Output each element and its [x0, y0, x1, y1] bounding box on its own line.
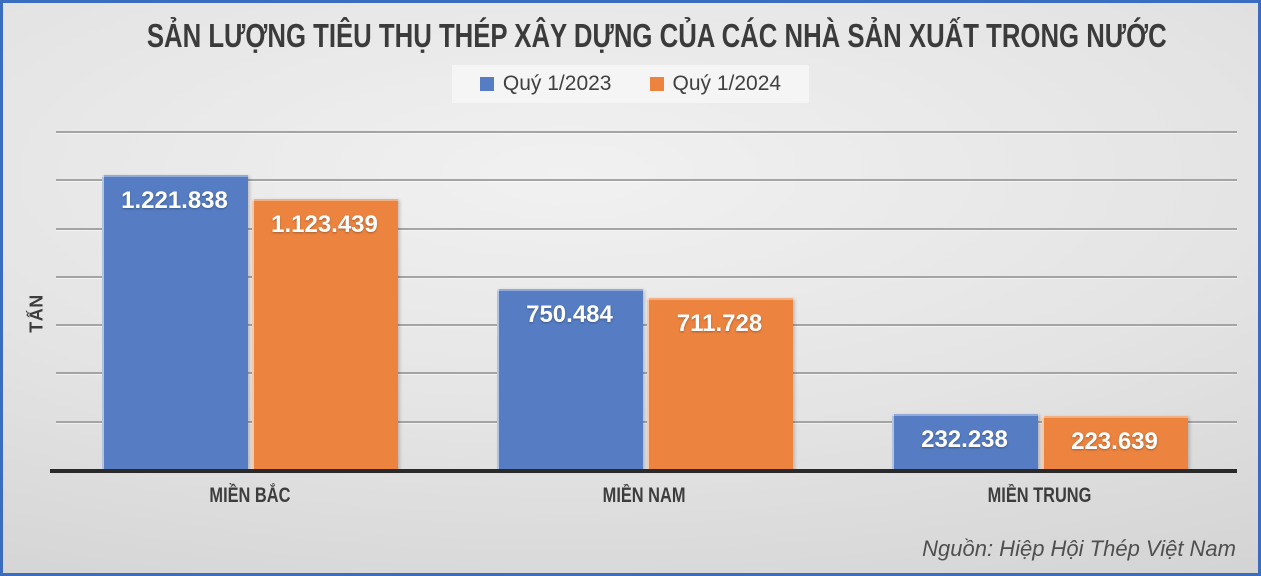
chart-title-text: SẢN LƯỢNG TIÊU THỤ THÉP XÂY DỰNG CỦA CÁC… [146, 17, 1167, 54]
bar-value-label: 232.238 [921, 425, 1008, 453]
legend-item-2: Quý 1/2024 [649, 72, 782, 96]
gridline [56, 179, 1237, 182]
bar-group-1: 1.221.838 1.123.439 [101, 175, 398, 470]
bar-value-label: 223.639 [1071, 428, 1158, 456]
x-axis-line [50, 469, 1237, 473]
bar-value-label: 750.484 [526, 300, 613, 328]
category-label-3: MIỀN TRUNG [842, 484, 1237, 508]
legend-box: Quý 1/2023 Quý 1/2024 [451, 65, 810, 103]
legend-label: Quý 1/2023 [502, 72, 612, 95]
category-label-text: MIỀN BẮC [209, 484, 290, 507]
bar-series1-cat1: 1.221.838 [101, 175, 248, 470]
gridline [56, 275, 1237, 278]
gridline [56, 227, 1237, 230]
legend-item-1: Quý 1/2023 [479, 72, 612, 96]
legend-label: Quý 1/2024 [672, 72, 782, 95]
category-label-text: MIỀN NAM [603, 484, 686, 507]
bar-group-2: 750.484 711.728 [496, 288, 793, 470]
legend-swatch-icon [479, 77, 494, 91]
gridline [56, 131, 1237, 133]
bar-value-label: 1.123.439 [271, 210, 378, 238]
category-label-2: MIỀN NAM [447, 484, 842, 508]
plot-area: 1.221.838 1.123.439 750.484 711.728 232.238 2… [50, 131, 1237, 473]
category-label-1: MIỀN BẮC [52, 484, 447, 508]
bar-group-3: 232.238 223.639 [891, 413, 1188, 470]
chart-title: SẢN LƯỢNG TIÊU THỤ THÉP XÂY DỰNG CỦA CÁC… [3, 17, 1258, 55]
bar-series1-cat3: 232.238 [891, 413, 1038, 470]
source-note: Nguồn: Hiệp Hội Thép Việt Nam [922, 536, 1236, 561]
category-label-text: MIỀN TRUNG [987, 484, 1092, 507]
bar-series2-cat1: 1.123.439 [251, 198, 398, 470]
legend: Quý 1/2023 Quý 1/2024 [3, 65, 1258, 103]
bar-series1-cat2: 750.484 [496, 288, 643, 470]
bar-value-label: 711.728 [676, 310, 763, 338]
bar-series2-cat2: 711.728 [646, 298, 793, 470]
bar-value-label: 1.221.838 [121, 187, 228, 215]
x-axis-labels: MIỀN BẮC MIỀN NAM MIỀN TRUNG [52, 484, 1237, 508]
legend-swatch-icon [649, 77, 664, 91]
y-axis-title: TẤN [26, 294, 47, 333]
bar-series2-cat3: 223.639 [1041, 416, 1188, 470]
